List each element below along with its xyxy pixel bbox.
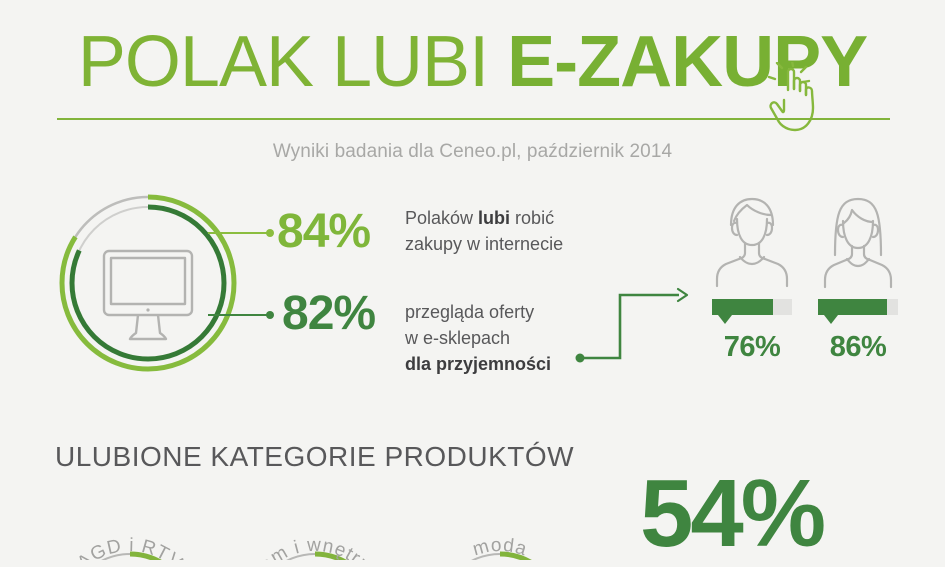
connector-line-84 <box>208 229 274 237</box>
progress-bar-female-pointer <box>824 315 838 324</box>
donut-chart-monitor <box>59 194 237 372</box>
connector-dot-82 <box>266 311 274 319</box>
svg-text:moda: moda <box>471 535 530 560</box>
male-avatar-icon <box>715 197 789 288</box>
page-title: POLAK LUBI E-ZAKUPY <box>0 22 945 102</box>
categories-heading: ULUBIONE KATEGORIE PRODUKTÓW <box>55 441 575 472</box>
page-subtitle: Wyniki badania dla Ceneo.pl, październik… <box>272 141 673 162</box>
category-item-moda[interactable]: moda <box>415 498 585 560</box>
progress-bar-male-fill <box>712 299 773 315</box>
desktop-monitor-icon <box>102 249 194 341</box>
stat-desc-84-bold: lubi <box>478 208 511 228</box>
stat-value-82: 82% <box>282 287 376 340</box>
progress-bar-female <box>818 299 898 324</box>
header: POLAK LUBI E-ZAKUPY Wyniki badania dla C… <box>0 0 945 180</box>
header-divider <box>57 118 890 120</box>
female-avatar-icon <box>823 197 893 289</box>
stat-desc-84-post: robić <box>510 208 555 228</box>
progress-bar-male-pointer <box>718 315 732 324</box>
page-title-light: POLAK LUBI <box>77 22 508 102</box>
person-female: 86% <box>818 193 898 364</box>
elbow-arrow-icon <box>575 287 689 363</box>
progress-bar-male <box>712 299 792 324</box>
category-label-2: moda <box>471 535 529 560</box>
stat-desc-84-pre: Polaków <box>405 208 479 228</box>
pointing-hand-click-cursor-icon <box>767 62 815 132</box>
categories-big-value: 54% <box>640 460 826 567</box>
stat-desc-82-line1: przegląda oferty <box>405 302 535 322</box>
progress-bar-female-fill <box>818 299 887 315</box>
stats-section: 84% Polaków lubi robić zakupy w internec… <box>0 185 945 395</box>
category-item-agd-rtv[interactable]: AGD i RTV <box>45 498 215 560</box>
stat-description-84: Polaków lubi robić zakupy w internecie <box>405 205 625 257</box>
connector-line-82 <box>208 311 274 319</box>
stat-value-84: 84% <box>277 205 371 258</box>
connector-dot-84 <box>266 229 274 237</box>
stat-desc-84-line2: zakupy w internecie <box>405 234 564 254</box>
person-female-value: 86% <box>829 331 887 363</box>
category-item-dom-wnetrze[interactable]: dom i wnętrze <box>230 498 400 560</box>
person-male-value: 76% <box>723 331 781 363</box>
person-male: 76% <box>712 193 792 364</box>
stat-description-82: przegląda oferty w e-sklepach dla przyje… <box>405 299 635 377</box>
stat-desc-82-line2: w e-sklepach <box>405 328 511 348</box>
stat-desc-82-line3: dla przyjemności <box>405 354 552 374</box>
